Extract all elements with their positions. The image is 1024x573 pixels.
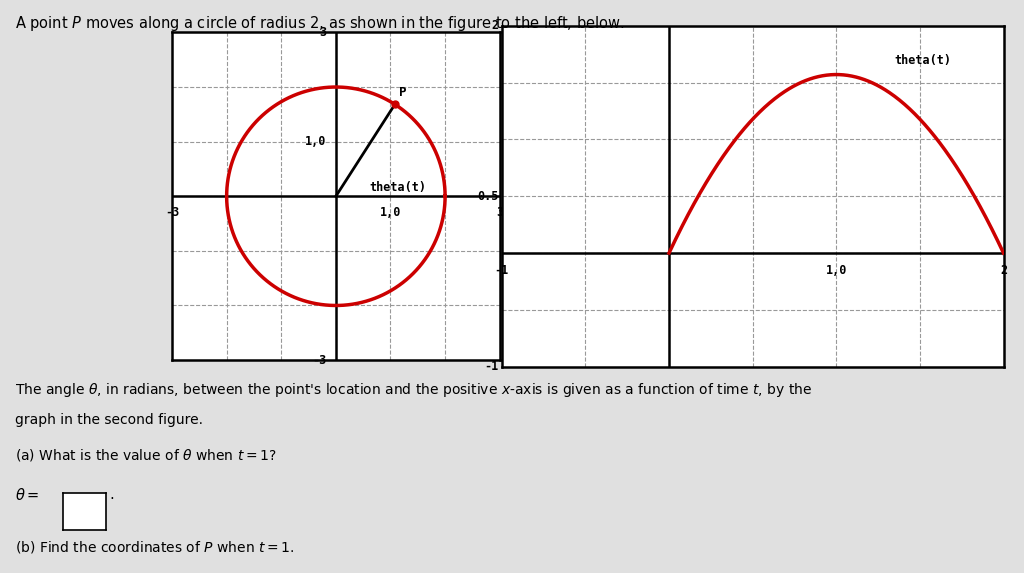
Text: -3: -3: [165, 206, 179, 219]
Text: The angle $\theta$, in radians, between the point's location and the positive $x: The angle $\theta$, in radians, between …: [15, 381, 812, 399]
Text: 3: 3: [318, 26, 326, 39]
Text: -3: -3: [311, 354, 326, 367]
Text: 2: 2: [1000, 265, 1007, 277]
Text: graph in the second figure.: graph in the second figure.: [15, 413, 204, 426]
Text: 3: 3: [497, 206, 503, 219]
Text: -1: -1: [495, 265, 509, 277]
Text: 0.5: 0.5: [477, 190, 499, 203]
Text: A point $P$ moves along a circle of radius 2, as shown in the figure to the left: A point $P$ moves along a circle of radi…: [15, 14, 625, 33]
Text: P: P: [398, 86, 407, 99]
Text: -1: -1: [484, 360, 499, 373]
Text: $\theta =$: $\theta =$: [15, 487, 40, 503]
Text: 1,0: 1,0: [825, 265, 847, 277]
Text: .: .: [110, 487, 115, 502]
Text: 2: 2: [492, 19, 499, 32]
Text: theta(t): theta(t): [895, 54, 951, 67]
Text: 1,0: 1,0: [305, 135, 326, 148]
Text: (a) What is the value of $\theta$ when $t = 1$?: (a) What is the value of $\theta$ when $…: [15, 447, 278, 463]
Text: 1,0: 1,0: [380, 206, 401, 219]
Text: theta(t): theta(t): [370, 181, 427, 194]
Text: (b) Find the coordinates of $P$ when $t = 1$.: (b) Find the coordinates of $P$ when $t …: [15, 539, 295, 555]
